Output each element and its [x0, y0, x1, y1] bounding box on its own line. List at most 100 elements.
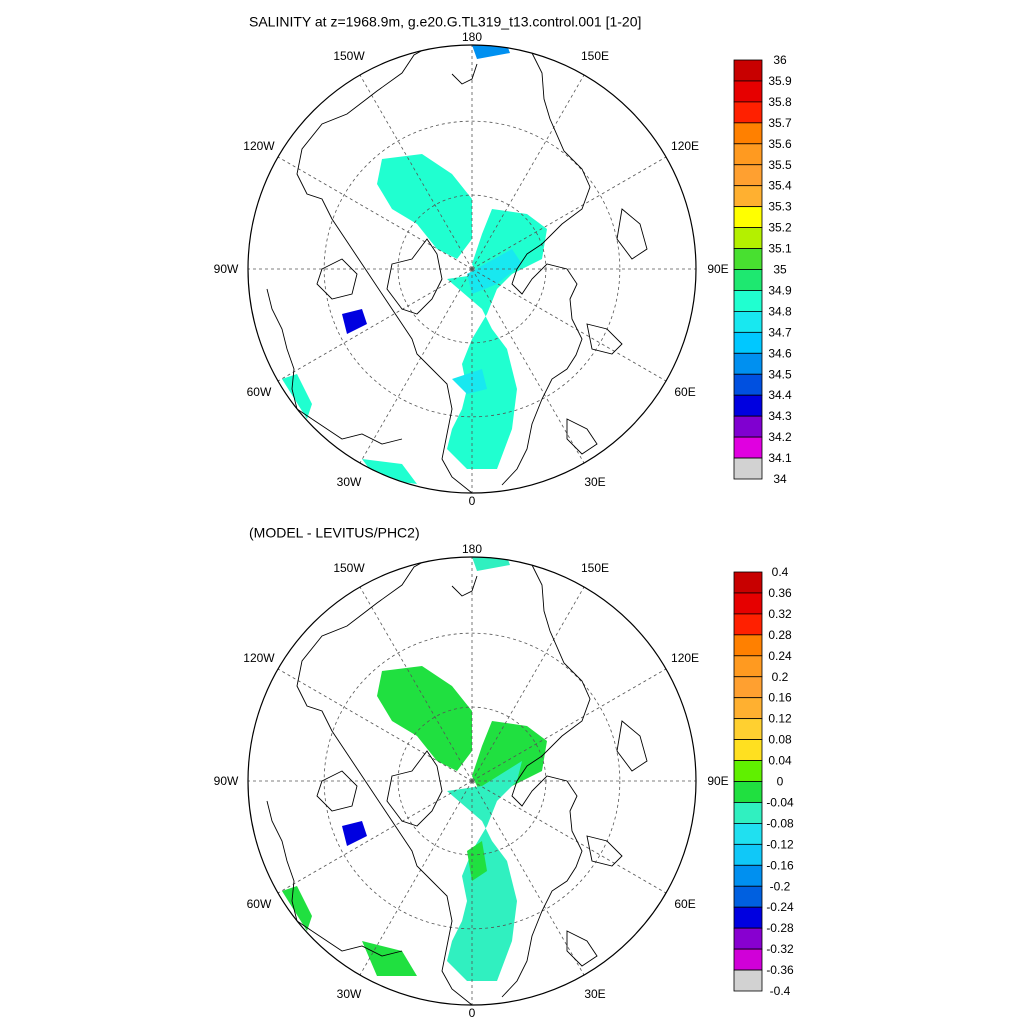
meridian-150e — [471, 74, 585, 270]
coastline-8 — [566, 930, 598, 967]
colorbar-label: 35.9 — [768, 74, 792, 88]
colorbar-label: 35 — [773, 263, 787, 277]
colorbar-label: 34.4 — [768, 388, 792, 402]
colorbar-box-9 — [733, 739, 763, 761]
polar-map — [248, 45, 696, 493]
colorbar-box-10 — [733, 248, 763, 270]
colorbar-box-16 — [733, 373, 763, 396]
coastline-4 — [311, 418, 403, 445]
colorbar-label: -0.16 — [766, 858, 794, 872]
field-arctic-basin — [377, 666, 472, 771]
coastline-2 — [501, 564, 591, 998]
colorbar-label: -0.2 — [770, 879, 791, 893]
colorbar-label: 35.3 — [768, 200, 792, 214]
colorbar-label: 34 — [773, 472, 787, 486]
meridian-30e — [471, 268, 585, 464]
meridian-120w — [277, 156, 473, 270]
longitude-label-60e: 60E — [674, 897, 695, 911]
field-eurasian-basin — [472, 721, 547, 796]
colorbar-box-4 — [733, 122, 763, 145]
coastline-5 — [386, 238, 443, 315]
latitude-circle-2 — [323, 632, 621, 930]
field-labrador-sea — [282, 886, 312, 931]
meridian-60e — [471, 268, 667, 382]
coastline-2 — [501, 52, 591, 486]
colorbar-box-20 — [733, 457, 763, 480]
longitude-label-30e: 30E — [584, 987, 605, 1001]
meridian-60w — [277, 268, 473, 382]
field-baffin-bay — [342, 821, 367, 846]
colorbar-label: 35.1 — [768, 242, 792, 256]
colorbar-box-5 — [733, 655, 763, 678]
colorbar-box-18 — [733, 415, 763, 438]
longitude-label-90w: 90W — [214, 774, 239, 788]
colorbar-box-17 — [733, 394, 763, 417]
colorbar-box-4 — [733, 634, 763, 657]
colorbar-label: 34.7 — [768, 325, 792, 339]
colorbar-label: 34.9 — [768, 283, 792, 297]
colorbar-label: 0.4 — [772, 565, 789, 579]
colorbar-box-17 — [733, 906, 763, 929]
colorbar-label: 0.2 — [772, 670, 789, 684]
colorbar-label: 35.5 — [768, 158, 792, 172]
field-north-atlantic — [362, 941, 417, 976]
colorbar-box-2 — [733, 592, 763, 615]
colorbar-box-19 — [733, 948, 763, 971]
meridian-120w — [277, 668, 473, 782]
longitude-label-60w: 60W — [247, 897, 272, 911]
colorbar-label: 34.3 — [768, 409, 792, 423]
meridian-120e — [471, 156, 667, 270]
colorbar-box-8 — [733, 206, 763, 228]
field-nordic-seas — [447, 249, 522, 469]
colorbar-label: 0 — [777, 775, 784, 789]
colorbar-box-3 — [733, 613, 763, 636]
colorbar-box-3 — [733, 101, 763, 124]
colorbar-box-18 — [733, 927, 763, 950]
colorbar-box-14 — [733, 843, 763, 866]
map-boundary — [247, 556, 697, 1006]
meridian-60e — [471, 780, 667, 894]
field-greenland-sea — [452, 369, 487, 394]
data-field-layer — [282, 45, 547, 484]
colorbar-box-13 — [733, 310, 763, 333]
meridian-30w — [359, 780, 473, 976]
colorbar-box-19 — [733, 436, 763, 459]
coastline-7 — [586, 323, 623, 355]
colorbar-box-14 — [733, 331, 763, 354]
chart-title: SALINITY at z=1968.9m, g.e20.G.TL319_t13… — [249, 13, 641, 29]
colorbar-box-15 — [733, 352, 763, 375]
longitude-label-150e: 150E — [581, 49, 609, 63]
map-boundary — [247, 44, 697, 494]
colorbar-label: -0.36 — [766, 963, 794, 977]
coastline-8 — [566, 418, 598, 455]
colorbar-label: 35.2 — [768, 221, 792, 235]
chart-panel-2: (MODEL - LEVITUS/PHC2) 180 150E 120E 90E 60E 3… — [214, 524, 794, 1020]
longitude-label-120e: 120E — [671, 651, 699, 665]
longitude-label-0: 0 — [469, 494, 476, 508]
colorbar-label: -0.28 — [766, 921, 794, 935]
field-arctic-basin — [377, 154, 472, 259]
colorbar-label: 35.7 — [768, 116, 792, 130]
colorbar-box-7 — [733, 185, 763, 208]
colorbar-box-1 — [733, 59, 763, 82]
colorbar-label: 34.5 — [768, 367, 792, 381]
colorbar-label: -0.08 — [766, 816, 794, 830]
coastline-6 — [316, 770, 358, 812]
colorbar-box-7 — [733, 697, 763, 720]
coastline-1 — [296, 557, 473, 1005]
colorbar-box-20 — [733, 969, 763, 992]
colorbar-box-6 — [733, 164, 763, 187]
colorbar-box-6 — [733, 676, 763, 699]
longitude-label-0: 0 — [469, 1006, 476, 1020]
coastline-layer — [266, 45, 648, 493]
longitude-label-60w: 60W — [247, 385, 272, 399]
colorbar-box-11 — [733, 269, 763, 291]
colorbar-label: -0.4 — [770, 984, 791, 998]
meridian-150e — [471, 586, 585, 782]
meridian-30e — [471, 780, 585, 976]
longitude-label-30e: 30E — [584, 475, 605, 489]
chart-title: (MODEL - LEVITUS/PHC2) — [249, 524, 420, 540]
longitude-label-90e: 90E — [707, 774, 728, 788]
coastline-4 — [311, 930, 403, 957]
